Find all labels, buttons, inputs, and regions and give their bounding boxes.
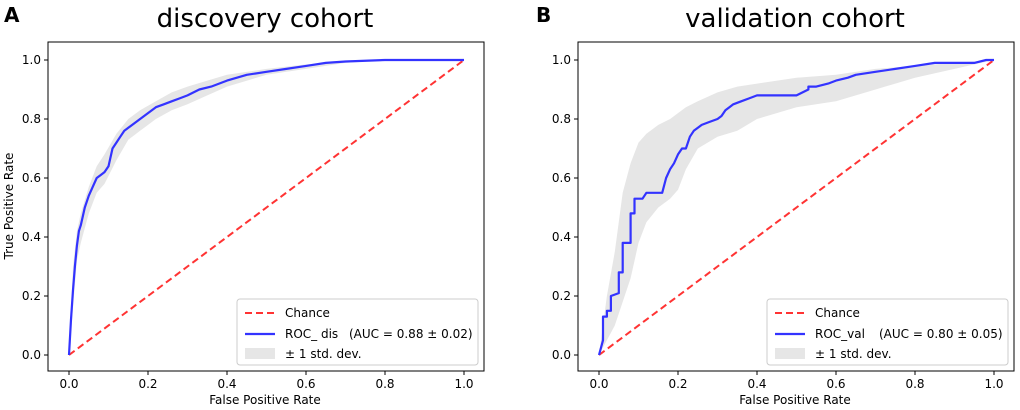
y-tick-label: 1.0	[552, 53, 571, 67]
x-tick-label: 0.2	[668, 377, 687, 391]
chart-title-discovery: discovery cohort	[157, 4, 374, 34]
legend-auc-text: (AUC = 0.88 ± 0.02)	[349, 327, 473, 341]
roc-line-validation	[597, 58, 994, 356]
y-tick-label: 0.2	[552, 289, 571, 303]
axes-frame-discovery	[47, 41, 485, 372]
y-tick-label: 0.6	[22, 171, 41, 185]
x-tick-label: 0.6	[296, 377, 315, 391]
panel-letter-a: A	[4, 3, 20, 27]
x-tick-label: 0.6	[826, 377, 845, 391]
legend-discovery	[236, 298, 479, 366]
y-tick-label: 0.6	[552, 171, 571, 185]
x-tick-label: 1.0	[984, 377, 1003, 391]
x-axis-label-discovery: False Positive Rate	[209, 393, 321, 407]
chance-line-discovery	[68, 59, 465, 356]
y-axis-label-discovery: True Positive Rate	[2, 153, 16, 261]
y-tick-label: 0.2	[22, 289, 41, 303]
plot-area-discovery: 0.0 0.2 0.4 0.6 0.8 1.0 0.0 0.2 0.4 0.6 0.8 1.0 Chan…	[22, 41, 485, 391]
plot-area-validation: 0.0 0.2 0.4 0.6 0.8 1.0 0.0 0.2 0.4 0.6 0.8 1.0 Chan…	[552, 41, 1015, 391]
panel-validation: B validation cohort False Positive Rate …	[536, 3, 1015, 407]
axes-frame-validation	[577, 41, 1015, 372]
legend-label-roc: ROC_ dis	[285, 327, 338, 341]
x-tick-label: 0.4	[747, 377, 766, 391]
y-tick-label: 0.4	[22, 230, 41, 244]
legend-auc-text: (AUC = 0.80 ± 0.05)	[879, 327, 1003, 341]
std-band-validation	[599, 60, 994, 355]
x-tick-label: 0.8	[905, 377, 924, 391]
legend-label-chance: Chance	[815, 306, 860, 320]
x-tick-label: 0.0	[589, 377, 608, 391]
legend-swatch-std	[245, 348, 275, 359]
x-tick-label: 1.0	[454, 377, 473, 391]
legend-label-std: ± 1 std. dev.	[285, 347, 362, 361]
panel-letter-b: B	[536, 3, 551, 27]
legend-label-roc: ROC_val	[815, 327, 865, 341]
x-axis-label-validation: False Positive Rate	[739, 393, 851, 407]
x-tick-label: 0.8	[375, 377, 394, 391]
x-tick-label: 0.4	[217, 377, 236, 391]
y-tick-label: 1.0	[22, 53, 41, 67]
panel-discovery: A discovery cohort False Positive Rate T…	[2, 3, 485, 407]
y-tick-label: 0.0	[22, 348, 41, 362]
y-tick-label: 0.4	[552, 230, 571, 244]
legend-label-std: ± 1 std. dev.	[815, 347, 892, 361]
legend-validation	[766, 298, 1009, 366]
x-tick-label: 0.0	[59, 377, 78, 391]
chance-line-validation	[598, 59, 995, 356]
roc-line-discovery	[67, 58, 464, 356]
y-tick-label: 0.8	[22, 112, 41, 126]
legend-swatch-std	[775, 348, 805, 359]
chart-title-validation: validation cohort	[685, 4, 905, 34]
x-tick-label: 0.2	[138, 377, 157, 391]
y-tick-label: 0.8	[552, 112, 571, 126]
y-tick-label: 0.0	[552, 348, 571, 362]
legend-label-chance: Chance	[285, 306, 330, 320]
